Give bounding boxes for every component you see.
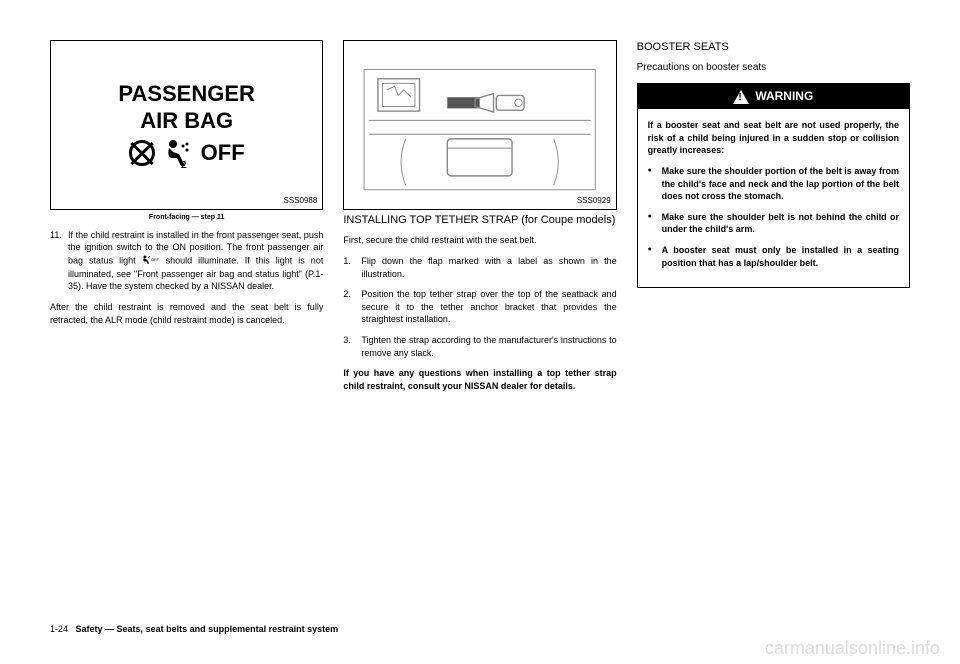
step-number: 1.	[343, 255, 361, 280]
warning-list: Make sure the shoulder portion of the be…	[648, 165, 899, 269]
figure-tether-strap: SSS0929	[343, 40, 616, 210]
svg-text:2: 2	[181, 160, 187, 168]
page-content: PASSENGER AIR BAG 2 OFF SSS0988	[0, 0, 960, 420]
step-number: 3.	[343, 334, 361, 359]
figure-caption: Front-facing — step 11	[50, 213, 323, 223]
warning-body: If a booster seat and seat belt are not …	[638, 109, 909, 287]
warning-triangle-icon	[733, 90, 749, 104]
chapter-title: Safety — Seats, seat belts and supplemen…	[76, 624, 339, 634]
step-11: 11. If the child restraint is installed …	[50, 229, 323, 293]
airbag-off-indicator: PASSENGER AIR BAG 2 OFF	[118, 81, 255, 169]
warning-box: WARNING If a booster seat and seat belt …	[637, 83, 910, 288]
step-text: Tighten the strap according to the manuf…	[361, 334, 616, 359]
tether-intro: First, secure the child restraint with t…	[343, 234, 616, 247]
airbag-text: AIR BAG	[118, 108, 255, 134]
step-number: 2.	[343, 288, 361, 326]
warning-item: Make sure the shoulder belt is not behin…	[648, 211, 899, 236]
page-number: 1-24	[50, 624, 68, 634]
figure-label: SSS0929	[577, 195, 611, 206]
step-text: If the child restraint is installed in t…	[68, 229, 323, 293]
figure-label: SSS0988	[284, 195, 318, 206]
column-middle: SSS0929 INSTALLING TOP TETHER STRAP (for…	[343, 40, 616, 400]
dealer-note: If you have any questions when installin…	[343, 367, 616, 392]
step-text: Flip down the flap marked with a label a…	[361, 255, 616, 280]
warning-title: WARNING	[755, 88, 813, 105]
booster-heading: BOOSTER SEATS	[637, 40, 910, 55]
airbag-status-icon: 2 OFF	[142, 254, 160, 268]
person-seated-icon: 2	[163, 138, 193, 168]
tether-heading: INSTALLING TOP TETHER STRAP (for Coupe m…	[343, 213, 616, 228]
warning-header: WARNING	[638, 84, 909, 109]
booster-subheading: Precautions on booster seats	[637, 61, 910, 75]
column-left: PASSENGER AIR BAG 2 OFF SSS0988	[50, 40, 323, 400]
crossed-circle-icon	[129, 140, 155, 166]
after-removal-text: After the child restraint is removed and…	[50, 301, 323, 326]
warning-item: Make sure the shoulder portion of the be…	[648, 165, 899, 203]
figure-airbag-off: PASSENGER AIR BAG 2 OFF SSS0988	[50, 40, 323, 210]
tether-step-2: 2. Position the top tether strap over th…	[343, 288, 616, 326]
watermark: carmanualsonline.info	[765, 638, 940, 659]
step-number: 11.	[50, 229, 68, 293]
tether-step-1: 1. Flip down the flap marked with a labe…	[343, 255, 616, 280]
step-text: Position the top tether strap over the t…	[361, 288, 616, 326]
off-text: OFF	[201, 138, 245, 169]
svg-text:2: 2	[147, 261, 149, 264]
warning-item: A booster seat must only be installed in…	[648, 244, 899, 269]
car-interior-sketch	[344, 41, 615, 209]
svg-text:OFF: OFF	[151, 257, 160, 262]
warning-intro: If a booster seat and seat belt are not …	[648, 119, 899, 157]
passenger-text: PASSENGER	[118, 81, 255, 107]
tether-step-3: 3. Tighten the strap according to the ma…	[343, 334, 616, 359]
airbag-icon-row: 2 OFF	[118, 138, 255, 169]
page-footer: 1-24 Safety — Seats, seat belts and supp…	[50, 624, 338, 634]
column-right: BOOSTER SEATS Precautions on booster sea…	[637, 40, 910, 400]
